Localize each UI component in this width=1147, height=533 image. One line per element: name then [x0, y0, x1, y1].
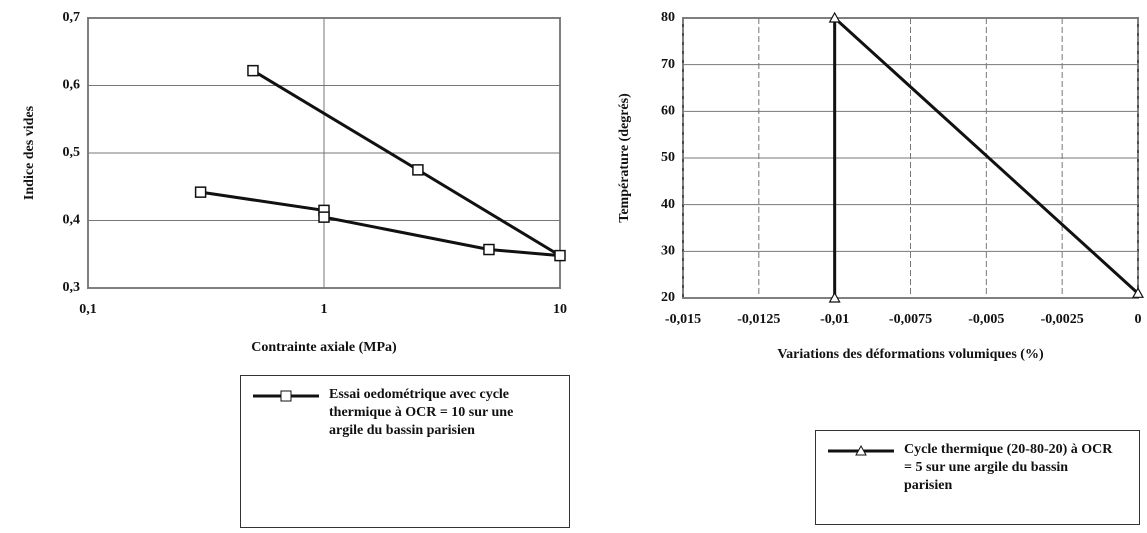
y-axis-title: Température (degrés)	[617, 93, 632, 223]
legend-label: Cycle thermique (20-80-20) à OCR = 5 sur…	[904, 442, 1113, 493]
marker	[412, 164, 424, 176]
x-tick-label: 0	[1135, 312, 1142, 327]
marker	[828, 291, 841, 303]
marker	[247, 64, 259, 77]
x-tick-label: 10	[553, 302, 567, 317]
y-tick-label: 30	[661, 244, 675, 259]
x-tick-label: -0,0075	[889, 312, 932, 327]
marker	[318, 211, 330, 223]
marker	[483, 243, 495, 256]
legend-key	[828, 444, 894, 456]
y-tick-label: 60	[661, 104, 675, 119]
legend-key	[253, 390, 319, 402]
legend-label: Essai oedométrique avec cycle thermique …	[329, 387, 514, 438]
y-tick-label: 0,5	[63, 145, 81, 160]
x-tick-label: -0,0025	[1041, 312, 1084, 327]
marker	[828, 11, 841, 23]
y-tick-label: 0,7	[63, 10, 81, 25]
y-tick-label: 80	[661, 10, 675, 25]
series-line	[200, 69, 561, 258]
x-tick-label: 1	[321, 302, 328, 317]
y-tick-label: 70	[661, 57, 675, 72]
x-tick-label: -0,0125	[737, 312, 780, 327]
marker	[554, 249, 566, 262]
y-axis-title: Indice des vides	[22, 105, 37, 200]
y-tick-label: 20	[661, 290, 675, 305]
y-tick-label: 0,3	[63, 280, 81, 295]
x-axis-title: Contrainte axiale (MPa)	[251, 340, 397, 355]
marker	[1131, 287, 1145, 298]
x-tick-label: -0,01	[820, 312, 849, 327]
x-tick-label: -0,005	[968, 312, 1004, 327]
x-axis-title: Variations des déformations volumiques (…	[777, 347, 1044, 362]
y-tick-label: 0,4	[63, 213, 81, 228]
legend-marker	[280, 390, 292, 402]
y-tick-label: 40	[661, 197, 675, 212]
y-tick-label: 0,6	[63, 78, 81, 93]
legend: Essai oedométrique avec cycle thermique …	[240, 375, 570, 528]
legend-marker	[855, 444, 867, 456]
x-tick-label: -0,015	[665, 312, 701, 327]
x-tick-label: 0,1	[79, 302, 97, 317]
marker	[194, 186, 207, 198]
legend: Cycle thermique (20-80-20) à OCR = 5 sur…	[815, 430, 1140, 525]
y-tick-label: 50	[661, 150, 675, 165]
